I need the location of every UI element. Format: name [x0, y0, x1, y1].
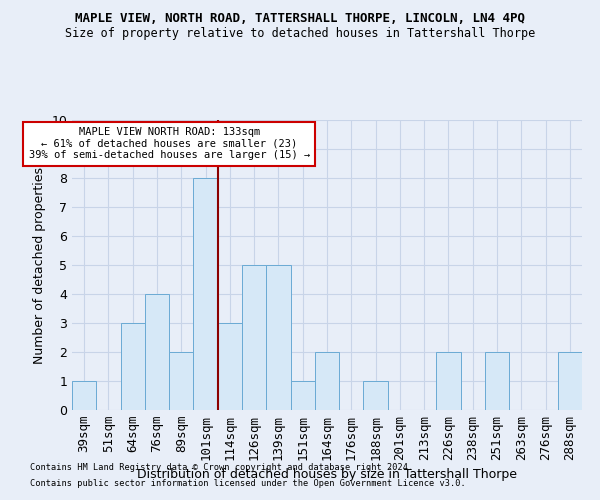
Bar — [145, 294, 169, 410]
Y-axis label: Number of detached properties: Number of detached properties — [33, 166, 46, 364]
Bar — [72, 381, 96, 410]
Text: Contains public sector information licensed under the Open Government Licence v3: Contains public sector information licen… — [30, 478, 466, 488]
Text: Contains HM Land Registry data © Crown copyright and database right 2024.: Contains HM Land Registry data © Crown c… — [30, 464, 413, 472]
Text: Size of property relative to detached houses in Tattershall Thorpe: Size of property relative to detached ho… — [65, 28, 535, 40]
Bar — [485, 352, 509, 410]
Text: MAPLE VIEW, NORTH ROAD, TATTERSHALL THORPE, LINCOLN, LN4 4PQ: MAPLE VIEW, NORTH ROAD, TATTERSHALL THOR… — [75, 12, 525, 26]
Bar — [242, 265, 266, 410]
Bar — [436, 352, 461, 410]
Bar — [193, 178, 218, 410]
Bar — [266, 265, 290, 410]
Bar — [315, 352, 339, 410]
Bar — [218, 323, 242, 410]
Bar — [169, 352, 193, 410]
Bar — [364, 381, 388, 410]
Bar — [121, 323, 145, 410]
X-axis label: Distribution of detached houses by size in Tattershall Thorpe: Distribution of detached houses by size … — [137, 468, 517, 481]
Bar — [290, 381, 315, 410]
Text: MAPLE VIEW NORTH ROAD: 133sqm
← 61% of detached houses are smaller (23)
39% of s: MAPLE VIEW NORTH ROAD: 133sqm ← 61% of d… — [29, 127, 310, 160]
Bar — [558, 352, 582, 410]
